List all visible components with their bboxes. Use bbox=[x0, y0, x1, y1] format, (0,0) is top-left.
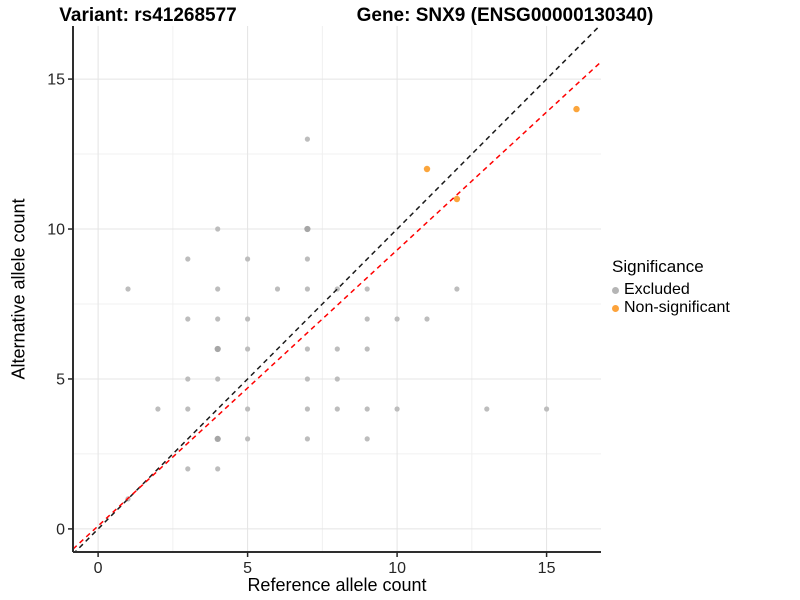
data-point-excluded bbox=[334, 376, 340, 382]
data-point-excluded bbox=[245, 346, 251, 352]
legend-item-excluded: Excluded bbox=[612, 281, 730, 299]
non-significant-dot-icon bbox=[612, 304, 619, 312]
data-point-excluded bbox=[364, 316, 370, 322]
identity-line bbox=[74, 26, 601, 552]
svg-text:10: 10 bbox=[47, 222, 65, 239]
svg-text:15: 15 bbox=[538, 560, 556, 577]
data-point-excluded bbox=[304, 256, 310, 262]
data-point-excluded bbox=[304, 376, 310, 382]
data-point-excluded bbox=[544, 406, 550, 412]
data-point-excluded bbox=[304, 436, 310, 442]
points-layer bbox=[125, 105, 580, 502]
data-point-excluded bbox=[304, 286, 310, 292]
legend-item-non-significant: Non-significant bbox=[612, 299, 730, 317]
tick-labels: 0 5 10 15 0 5 10 15 bbox=[47, 72, 555, 577]
data-point-excluded bbox=[304, 136, 310, 142]
data-point-excluded bbox=[215, 316, 221, 322]
data-point-excluded bbox=[125, 286, 131, 292]
svg-text:15: 15 bbox=[47, 72, 65, 89]
fit-line bbox=[73, 61, 601, 550]
data-point-excluded bbox=[364, 436, 370, 442]
svg-text:10: 10 bbox=[388, 560, 406, 577]
data-point-excluded bbox=[215, 226, 221, 232]
data-point-excluded bbox=[334, 346, 340, 352]
data-point-excluded bbox=[185, 406, 191, 412]
data-point-excluded bbox=[245, 256, 251, 262]
data-point-excluded bbox=[185, 316, 191, 322]
data-point-excluded bbox=[394, 316, 400, 322]
data-point-excluded bbox=[185, 256, 191, 262]
legend-title: Significance bbox=[612, 257, 704, 276]
data-point-excluded bbox=[215, 466, 221, 472]
data-point-excluded bbox=[484, 406, 490, 412]
svg-text:0: 0 bbox=[56, 521, 65, 538]
data-point-excluded bbox=[304, 346, 310, 352]
data-point-excluded bbox=[245, 436, 251, 442]
legend-item-label: Excluded bbox=[624, 281, 690, 298]
tick-marks bbox=[68, 78, 548, 557]
data-point-excluded bbox=[185, 376, 191, 382]
legend-item-label: Non-significant bbox=[624, 299, 730, 316]
svg-text:0: 0 bbox=[94, 560, 103, 577]
x-axis-title: Reference allele count bbox=[247, 575, 427, 595]
axis-lines bbox=[72, 26, 601, 553]
plot-title-variant: Variant: rs41268577 bbox=[59, 5, 237, 26]
data-point-excluded bbox=[215, 376, 221, 382]
data-point-excluded bbox=[304, 225, 311, 233]
data-point-excluded bbox=[215, 286, 221, 292]
svg-text:5: 5 bbox=[56, 371, 65, 388]
data-point-excluded bbox=[185, 466, 191, 472]
data-point-excluded bbox=[245, 316, 251, 322]
data-point-excluded bbox=[394, 406, 400, 412]
svg-text:5: 5 bbox=[243, 560, 252, 577]
diagonal-lines bbox=[73, 26, 601, 552]
data-point-excluded bbox=[454, 286, 460, 292]
legend: Significance Excluded Non-significant bbox=[612, 256, 730, 317]
data-point-excluded bbox=[364, 286, 370, 292]
data-point-non-significant bbox=[423, 165, 431, 173]
data-point-excluded bbox=[245, 406, 251, 412]
data-point-excluded bbox=[304, 406, 310, 412]
data-point-excluded bbox=[155, 406, 161, 412]
data-point-excluded bbox=[364, 406, 370, 412]
data-point-excluded bbox=[274, 286, 281, 292]
excluded-dot-icon bbox=[612, 286, 619, 294]
data-point-excluded bbox=[334, 406, 340, 412]
data-point-non-significant bbox=[453, 195, 461, 203]
plot-title-gene: Gene: SNX9 (ENSG00000130340) bbox=[356, 5, 654, 26]
data-point-excluded bbox=[364, 346, 370, 352]
gridlines bbox=[73, 26, 601, 552]
data-point-excluded bbox=[424, 316, 430, 322]
data-point-excluded bbox=[214, 435, 221, 442]
data-point-excluded bbox=[214, 345, 221, 353]
data-point-non-significant bbox=[573, 105, 580, 113]
